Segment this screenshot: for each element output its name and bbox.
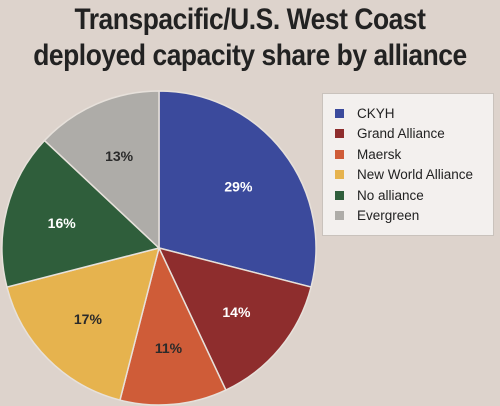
- legend-item: No alliance: [335, 185, 493, 206]
- pie-slice-label: 29%: [224, 178, 253, 194]
- legend-swatch: [335, 170, 344, 180]
- legend-item: New World Alliance: [335, 165, 493, 186]
- pie-slice-new-world-alliance: [6, 246, 161, 401]
- pie-slice-label: 16%: [48, 215, 77, 231]
- pie-slice-grand-alliance: [157, 246, 312, 392]
- chart-title-line-1: Transpacific/U.S. West Coast: [74, 3, 426, 36]
- legend-label: No alliance: [357, 187, 424, 203]
- pie-slice-label: 13%: [105, 148, 134, 164]
- pie-slice-evergreen: [43, 90, 160, 250]
- chart-title: Transpacific/U.S. West Coast deployed ca…: [30, 2, 470, 74]
- pie-slice-no-alliance: [1, 139, 161, 288]
- legend-swatch: [335, 190, 344, 200]
- legend-item: Evergreen: [335, 206, 493, 227]
- pie-slice-maersk: [119, 245, 227, 406]
- legend-swatch: [335, 211, 344, 221]
- legend-item: CKYH: [335, 103, 493, 124]
- legend-label: Maersk: [357, 146, 402, 162]
- legend-item: Grand Alliance: [335, 124, 493, 145]
- pie-slice-ckyh: [158, 90, 317, 288]
- legend: CKYH Grand Alliance Maersk New World All…: [322, 93, 494, 236]
- pie-slice-label: 11%: [155, 340, 183, 356]
- pie-slice-label: 17%: [74, 311, 103, 327]
- legend-label: New World Alliance: [357, 167, 474, 183]
- legend-swatch: [335, 108, 344, 118]
- legend-label: Grand Alliance: [357, 126, 445, 142]
- legend-label: Evergreen: [357, 208, 420, 224]
- legend-swatch: [335, 149, 344, 159]
- legend-label: CKYH: [357, 105, 395, 121]
- pie-slice-label: 14%: [222, 304, 251, 320]
- legend-item: Maersk: [335, 144, 493, 165]
- legend-swatch: [335, 129, 344, 139]
- chart-title-line-2: deployed capacity share by alliance: [33, 39, 467, 72]
